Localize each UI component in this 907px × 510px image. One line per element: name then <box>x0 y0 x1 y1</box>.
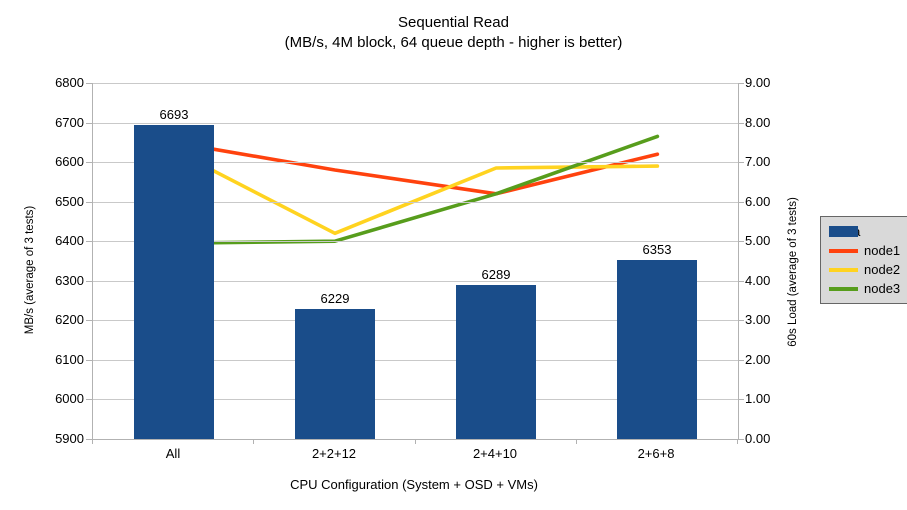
right-axis-tick <box>738 83 744 84</box>
gridline <box>93 320 738 321</box>
right-axis-tick <box>738 399 744 400</box>
left-axis-tick-label: 6400 <box>55 233 84 249</box>
legend-label: node3 <box>864 281 901 296</box>
left-axis-tick-label: 6800 <box>55 75 84 90</box>
right-axis-tick-label: 0.00 <box>745 431 771 446</box>
x-axis-tick <box>576 439 577 444</box>
gridline <box>93 123 738 124</box>
right-axis-tick-label: 6.00 <box>745 193 771 209</box>
x-axis-tick <box>92 439 93 444</box>
right-axis-tick <box>738 360 744 361</box>
chart-title: Sequential Read <box>398 14 509 31</box>
left-axis-tick <box>86 83 92 84</box>
plot-area: 6693 6229 6289 6353 <box>92 83 739 440</box>
gridline <box>93 162 738 163</box>
right-axis-tick-label: 7.00 <box>745 154 771 170</box>
right-axis-tick-label: 2.00 <box>745 351 771 367</box>
right-axis-tick <box>738 281 744 282</box>
gridline <box>93 281 738 282</box>
left-axis-tick <box>86 399 92 400</box>
right-axis-title: 60s Load (average of 3 tests) <box>787 197 799 347</box>
category-label: 2+2+12 <box>311 446 357 461</box>
right-axis-tick-label: 1.00 <box>745 391 771 407</box>
left-axis-tick-label: 6200 <box>55 312 84 328</box>
legend-item: data <box>829 224 900 239</box>
right-axis-tick <box>738 162 744 163</box>
left-axis-tick <box>86 162 92 163</box>
line-node2 <box>171 148 660 236</box>
bar <box>295 309 375 439</box>
x-axis-tick <box>415 439 416 444</box>
gridline <box>93 202 738 203</box>
legend-item: node3 <box>829 281 900 296</box>
x-axis-tick <box>737 439 738 444</box>
left-axis-tick-label: 6500 <box>55 193 84 209</box>
right-axis-tick <box>738 123 744 124</box>
right-axis-tick <box>738 202 744 203</box>
x-axis-tick <box>253 439 254 444</box>
bar <box>617 260 697 439</box>
line-node1 <box>171 140 660 196</box>
right-axis-tick-label: 8.00 <box>745 114 771 130</box>
left-axis-tick-label: 6300 <box>55 272 84 288</box>
line-series-layer <box>171 134 660 245</box>
right-axis-tick-label: 5.00 <box>745 233 771 249</box>
line-swatch-icon <box>829 286 858 291</box>
legend-item: node1 <box>829 243 900 258</box>
line-swatch-icon <box>829 248 858 253</box>
left-axis-tick-label: 5900 <box>55 431 84 446</box>
chart-subtitle: (MB/s, 4M block, 64 queue depth - higher… <box>284 34 623 51</box>
left-axis-tick <box>86 241 92 242</box>
right-axis-tick-label: 9.00 <box>745 75 771 90</box>
left-axis-tick <box>86 439 92 440</box>
gridline <box>93 83 738 84</box>
legend-item: node2 <box>829 262 900 277</box>
right-axis-tick <box>738 241 744 242</box>
bar-value-label: 6693 <box>159 107 189 122</box>
category-label: 2+6+8 <box>637 446 675 461</box>
left-axis-tick <box>86 202 92 203</box>
gridline <box>93 360 738 361</box>
right-axis-tick <box>738 320 744 321</box>
left-axis-tick <box>86 281 92 282</box>
left-axis-tick <box>86 123 92 124</box>
left-axis-tick-label: 6000 <box>55 391 84 407</box>
gridline <box>93 241 738 242</box>
bar <box>134 125 214 439</box>
left-axis-tick-label: 6100 <box>55 351 84 367</box>
category-label: 2+4+10 <box>472 446 518 461</box>
x-axis-title: CPU Configuration (System + OSD + VMs) <box>290 477 538 492</box>
left-axis-tick-label: 6600 <box>55 154 84 170</box>
bar-swatch-icon <box>829 226 858 237</box>
right-axis-tick-label: 3.00 <box>745 312 771 328</box>
left-axis-tick <box>86 360 92 361</box>
bar <box>456 285 536 439</box>
line-node3 <box>171 134 660 245</box>
gridline <box>93 399 738 400</box>
bar-value-label: 6229 <box>320 291 350 306</box>
legend-label: node1 <box>864 243 901 258</box>
category-label: All <box>165 446 181 461</box>
right-axis-tick-label: 4.00 <box>745 272 771 288</box>
title-block: Sequential Read (MB/s, 4M block, 64 queu… <box>0 13 907 53</box>
left-axis-tick-label: 6700 <box>55 114 84 130</box>
right-axis-tick <box>738 439 744 440</box>
legend: data node1 node2 node3 <box>820 216 907 304</box>
legend-label: node2 <box>864 262 901 277</box>
bar-value-label: 6289 <box>481 267 511 282</box>
line-swatch-icon <box>829 267 858 272</box>
left-axis-tick <box>86 320 92 321</box>
bar-value-label: 6353 <box>642 242 672 257</box>
